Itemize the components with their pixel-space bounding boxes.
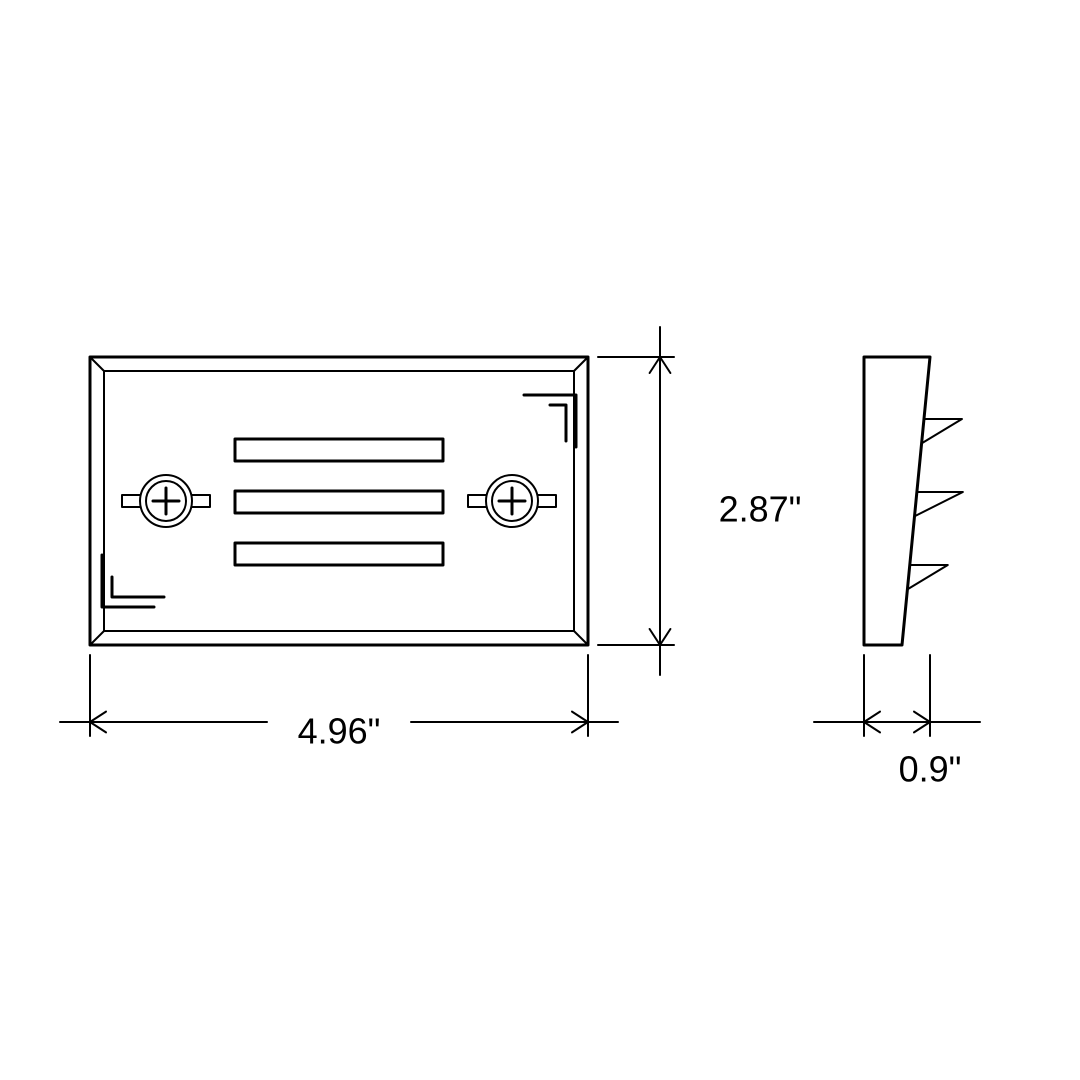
dim-width-label: 4.96": [298, 711, 381, 752]
dim-depth-label: 0.9": [899, 749, 962, 790]
technical-drawing: 4.96" 2.87" 0.9": [0, 0, 1080, 1080]
dim-height-label: 2.87": [719, 489, 802, 530]
